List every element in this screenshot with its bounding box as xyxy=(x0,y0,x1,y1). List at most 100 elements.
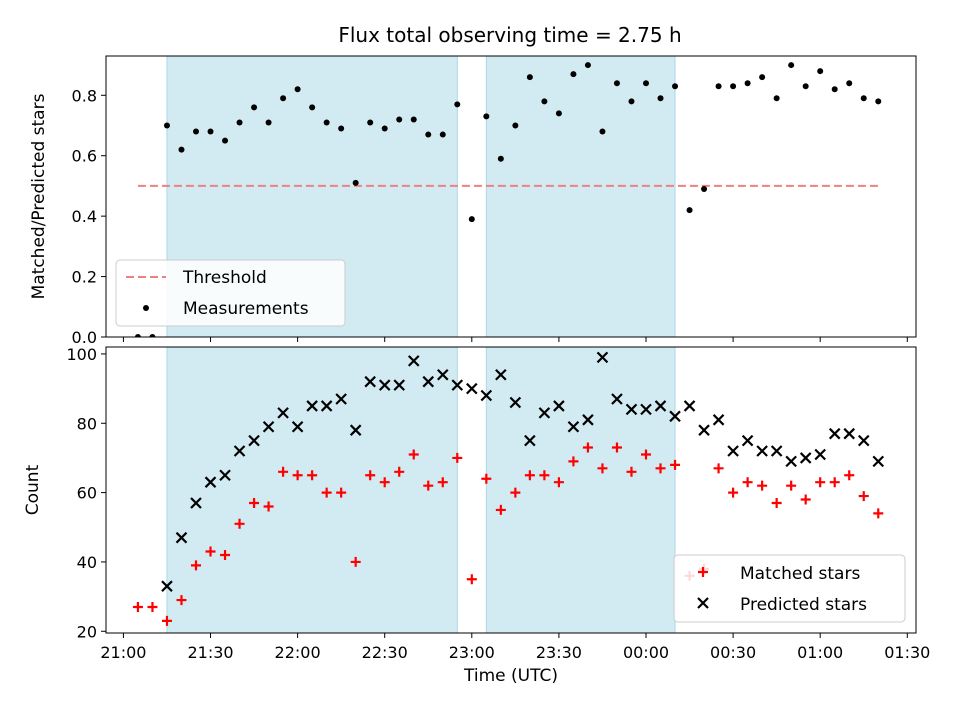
data-point xyxy=(524,470,535,481)
data-point xyxy=(335,393,347,405)
y-tick-label: 60 xyxy=(77,484,97,503)
y-axis-label: Count xyxy=(23,464,43,515)
data-point xyxy=(831,86,838,93)
data-point xyxy=(236,119,243,126)
y-tick-label: 0.0 xyxy=(72,328,97,347)
data-point xyxy=(802,83,809,90)
data-point xyxy=(568,456,579,467)
data-point xyxy=(828,427,841,440)
y-tick-label: 20 xyxy=(77,622,97,641)
data-point xyxy=(875,98,882,105)
legend-box xyxy=(115,259,346,327)
series-measurements xyxy=(134,62,882,337)
data-point xyxy=(613,80,620,87)
data-point xyxy=(175,531,188,544)
axes-frame xyxy=(105,55,917,338)
data-point xyxy=(439,131,446,138)
data-point xyxy=(483,113,490,120)
data-point xyxy=(323,119,330,126)
data-point xyxy=(727,445,739,457)
data-point xyxy=(712,414,725,426)
data-point xyxy=(468,216,475,223)
x-tick-label: 01:00 xyxy=(797,643,843,662)
data-point xyxy=(582,442,593,453)
data-point xyxy=(817,68,824,75)
data-point xyxy=(149,334,156,337)
x-tick-label: 22:30 xyxy=(362,643,408,662)
x-tick-label: 01:30 xyxy=(884,643,930,662)
data-point xyxy=(858,491,869,502)
data-point xyxy=(294,86,301,93)
figure-title: Flux total observing time = 2.75 h xyxy=(338,23,681,47)
data-point xyxy=(512,122,519,129)
data-point xyxy=(394,466,405,477)
data-point xyxy=(728,487,739,498)
data-point xyxy=(715,83,722,90)
data-point xyxy=(466,382,478,395)
data-point xyxy=(365,470,376,481)
data-point xyxy=(611,393,623,405)
data-point xyxy=(553,400,565,412)
data-point xyxy=(701,185,708,192)
legend-predicted-swatch xyxy=(697,597,709,609)
data-point xyxy=(193,128,199,135)
data-point xyxy=(364,375,376,388)
data-point xyxy=(770,445,783,457)
top-panel: 0.0 0.2 0.4 0.6 0.8 Matched/Predicted stars Th… xyxy=(29,55,917,347)
data-point xyxy=(599,128,606,135)
data-point xyxy=(526,74,533,81)
data-point xyxy=(161,580,173,592)
data-point xyxy=(422,375,435,388)
data-point xyxy=(306,400,318,412)
data-point xyxy=(773,95,780,102)
y-tick-label: 0.2 xyxy=(72,268,97,287)
data-point xyxy=(510,487,521,498)
data-point xyxy=(669,410,681,423)
data-point xyxy=(730,83,737,90)
data-point xyxy=(134,334,141,337)
data-point xyxy=(757,480,768,491)
x-axis-label: Time (UTC) xyxy=(463,666,558,686)
data-point xyxy=(338,125,345,132)
data-point xyxy=(320,400,333,412)
data-point xyxy=(408,449,419,460)
y-tick-label: 0.4 xyxy=(72,207,97,226)
data-point xyxy=(407,355,420,367)
data-point xyxy=(611,442,622,453)
data-point xyxy=(641,449,651,460)
data-point xyxy=(163,122,170,129)
data-point xyxy=(815,477,826,488)
data-point xyxy=(336,487,347,498)
data-point xyxy=(539,470,550,481)
data-point xyxy=(233,445,246,457)
plot-area xyxy=(132,347,885,633)
y-tick-label: 80 xyxy=(77,414,97,433)
data-point xyxy=(178,146,185,153)
data-point xyxy=(191,560,201,571)
data-point xyxy=(844,470,855,481)
data-point xyxy=(352,179,359,186)
data-point xyxy=(234,518,245,529)
data-point xyxy=(654,400,667,412)
data-point xyxy=(466,574,477,585)
data-point xyxy=(625,403,638,416)
data-point xyxy=(248,434,260,447)
data-point xyxy=(524,434,536,447)
shaded-interval xyxy=(166,347,458,633)
data-point xyxy=(190,497,202,509)
data-point xyxy=(379,477,390,488)
series-predicted-stars xyxy=(161,351,885,592)
data-point xyxy=(788,62,795,69)
data-point xyxy=(872,455,885,468)
series-matched-stars xyxy=(132,442,884,626)
data-point xyxy=(249,498,260,508)
data-point xyxy=(799,452,812,464)
data-point xyxy=(381,125,388,132)
data-point xyxy=(161,615,172,626)
data-point xyxy=(437,477,448,488)
data-point xyxy=(378,379,391,391)
data-point xyxy=(555,110,562,117)
data-point xyxy=(452,452,463,463)
data-point xyxy=(786,480,797,491)
